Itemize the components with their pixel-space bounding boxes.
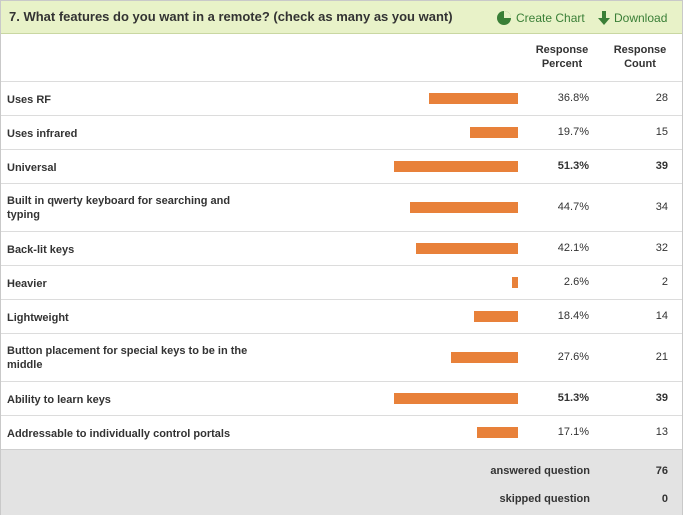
response-percent: 51.3%: [557, 160, 589, 172]
response-count-header-line1: Response: [613, 44, 667, 56]
answer-label: Button placement for special keys to be …: [7, 345, 248, 371]
response-percent: 19.7%: [557, 126, 589, 138]
response-count-header-line2: Count: [624, 58, 656, 70]
response-bar: [477, 427, 518, 438]
answered-question-value: 76: [655, 465, 668, 477]
response-count: 2: [661, 276, 668, 288]
response-count: 32: [655, 242, 668, 254]
response-percent: 18.4%: [557, 310, 589, 322]
answer-label: Back-lit keys: [7, 244, 75, 256]
download-button[interactable]: Download: [598, 10, 667, 26]
response-bar: [394, 161, 518, 172]
skipped-question-value: 0: [661, 493, 668, 505]
skipped-question-label: skipped question: [499, 493, 590, 505]
response-percent-header-line2: Percent: [541, 58, 583, 70]
response-bar: [410, 202, 518, 213]
question-title: 7. What features do you want in a remote…: [9, 9, 453, 24]
response-bar: [451, 352, 518, 363]
download-label: Download: [614, 11, 668, 25]
response-count-header: Response Count: [604, 43, 676, 71]
response-bar: [416, 243, 518, 254]
create-chart-button[interactable]: Create Chart: [496, 10, 585, 26]
response-count: 28: [655, 92, 668, 104]
answer-label: Addressable to individually control port…: [7, 428, 231, 440]
response-percent: 36.8%: [557, 92, 589, 104]
response-count: 13: [655, 426, 668, 438]
answer-row: Built in qwerty keyboard for searching a…: [1, 183, 682, 232]
answer-label: Uses infrared: [7, 128, 78, 140]
answer-row: Lightweight 18.4% 14: [1, 299, 682, 334]
answer-label: Ability to learn keys: [7, 394, 111, 406]
answer-label: Heavier: [7, 278, 47, 290]
response-count: 14: [655, 310, 668, 322]
response-percent: 51.3%: [557, 392, 589, 404]
answer-row: Uses RF 36.8% 28: [1, 81, 682, 116]
answer-row: Heavier 2.6% 2: [1, 265, 682, 300]
answer-label: Uses RF: [7, 94, 52, 106]
pie-chart-icon: [496, 10, 512, 26]
create-chart-label: Create Chart: [516, 11, 585, 25]
answer-row: Universal 51.3% 39: [1, 149, 682, 184]
answered-question-label: answered question: [490, 465, 590, 477]
response-bar: [512, 277, 518, 288]
response-percent: 44.7%: [557, 201, 589, 213]
response-count: 39: [655, 160, 668, 172]
response-count: 39: [655, 392, 668, 404]
response-percent: 2.6%: [563, 276, 589, 288]
answer-label: Built in qwerty keyboard for searching a…: [7, 195, 231, 221]
response-bar: [470, 127, 518, 138]
answer-row: Back-lit keys 42.1% 32: [1, 231, 682, 266]
response-percent-header-line1: Response: [535, 44, 589, 56]
response-percent: 42.1%: [557, 242, 589, 254]
response-bar: [394, 393, 518, 404]
answer-row: Button placement for special keys to be …: [1, 333, 682, 382]
response-percent: 17.1%: [557, 426, 589, 438]
question-header: 7. What features do you want in a remote…: [1, 1, 682, 34]
answer-row: Uses infrared 19.7% 15: [1, 115, 682, 150]
response-count: 34: [655, 201, 668, 213]
response-bar: [474, 311, 518, 322]
response-count: 15: [655, 126, 668, 138]
answer-label: Universal: [7, 162, 57, 174]
summary-footer: answered question 76 skipped question 0: [1, 449, 682, 515]
download-arrow-icon: [598, 10, 610, 26]
response-bar: [429, 93, 518, 104]
answer-row: Addressable to individually control port…: [1, 415, 682, 450]
answer-row: Ability to learn keys 51.3% 39: [1, 381, 682, 416]
response-percent-header: Response Percent: [529, 43, 595, 71]
response-percent: 27.6%: [557, 351, 589, 363]
answer-label: Lightweight: [7, 312, 69, 324]
response-count: 21: [655, 351, 668, 363]
